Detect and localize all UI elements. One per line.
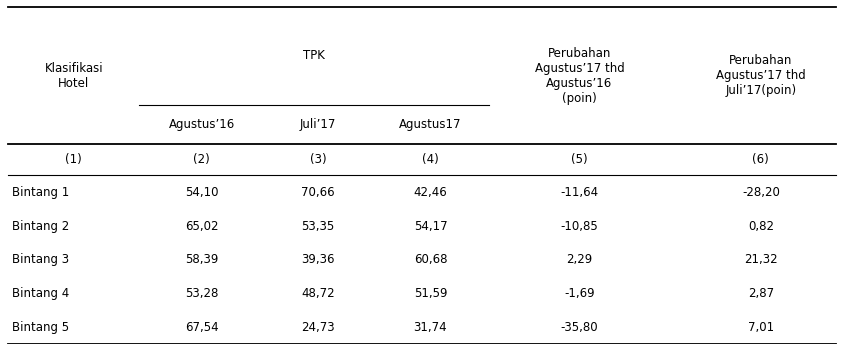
Text: (2): (2) <box>193 153 210 166</box>
Text: (6): (6) <box>753 153 769 166</box>
Text: TPK: TPK <box>303 50 325 62</box>
Text: Juli’17: Juli’17 <box>300 118 337 131</box>
Text: (3): (3) <box>310 153 327 166</box>
Text: -11,64: -11,64 <box>560 186 598 199</box>
Text: Perubahan
Agustus’17 thd
Agustus’16
(poin): Perubahan Agustus’17 thd Agustus’16 (poi… <box>534 47 625 105</box>
Text: 31,74: 31,74 <box>414 321 447 334</box>
Text: (5): (5) <box>571 153 587 166</box>
Text: Agustus’16: Agustus’16 <box>169 118 235 131</box>
Text: 0,82: 0,82 <box>748 219 774 233</box>
Text: 53,28: 53,28 <box>185 287 219 300</box>
Text: 42,46: 42,46 <box>414 186 447 199</box>
Text: (4): (4) <box>422 153 439 166</box>
Text: -28,20: -28,20 <box>742 186 780 199</box>
Text: 58,39: 58,39 <box>185 253 219 266</box>
Text: Bintang 3: Bintang 3 <box>12 253 69 266</box>
Text: (1): (1) <box>66 153 82 166</box>
Text: 65,02: 65,02 <box>185 219 219 233</box>
Text: 53,35: 53,35 <box>301 219 335 233</box>
Text: 2,87: 2,87 <box>748 287 774 300</box>
Text: -1,69: -1,69 <box>564 287 595 300</box>
Text: 48,72: 48,72 <box>301 287 335 300</box>
Text: -35,80: -35,80 <box>560 321 598 334</box>
Text: 54,17: 54,17 <box>414 219 447 233</box>
Text: 54,10: 54,10 <box>185 186 219 199</box>
Text: Agustus17: Agustus17 <box>399 118 462 131</box>
Text: 67,54: 67,54 <box>185 321 219 334</box>
Text: Perubahan
Agustus’17 thd
Juli’17(poin): Perubahan Agustus’17 thd Juli’17(poin) <box>716 54 806 97</box>
Text: 39,36: 39,36 <box>301 253 335 266</box>
Text: 70,66: 70,66 <box>301 186 335 199</box>
Text: 2,29: 2,29 <box>566 253 592 266</box>
Text: 60,68: 60,68 <box>414 253 447 266</box>
Text: Bintang 1: Bintang 1 <box>12 186 69 199</box>
Text: Bintang 4: Bintang 4 <box>12 287 69 300</box>
Text: 51,59: 51,59 <box>414 287 447 300</box>
Text: 7,01: 7,01 <box>748 321 774 334</box>
Text: Bintang 2: Bintang 2 <box>12 219 69 233</box>
Text: Bintang 5: Bintang 5 <box>12 321 69 334</box>
Text: Klasifikasi
Hotel: Klasifikasi Hotel <box>45 62 103 90</box>
Text: 21,32: 21,32 <box>744 253 777 266</box>
Text: 24,73: 24,73 <box>301 321 335 334</box>
Text: -10,85: -10,85 <box>560 219 598 233</box>
